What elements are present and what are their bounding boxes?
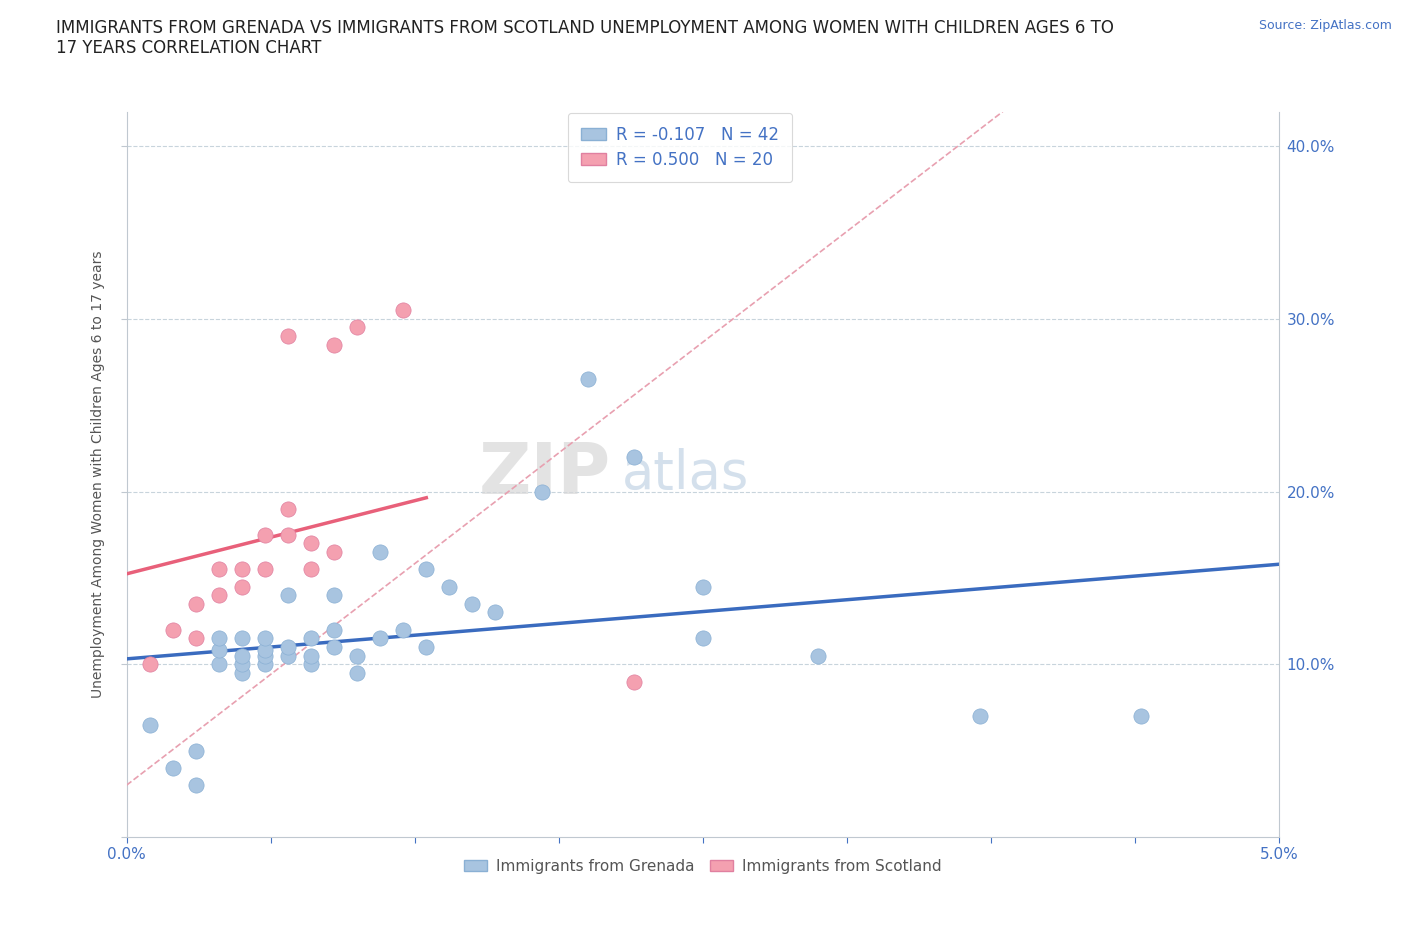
Point (208, 657, 231, 671)
Point (299, 562, 322, 577)
Point (461, 596, 484, 611)
Point (138, 657, 160, 671)
Point (346, 648, 368, 663)
Point (807, 648, 830, 663)
Point (323, 545, 346, 560)
Point (415, 640, 437, 655)
Point (692, 579, 714, 594)
Point (231, 648, 253, 663)
Point (484, 605, 506, 620)
Point (277, 648, 299, 663)
Point (253, 631, 276, 645)
Point (277, 640, 299, 655)
Point (208, 631, 231, 645)
Text: Source: ZipAtlas.com: Source: ZipAtlas.com (1258, 19, 1392, 32)
Point (1130, 709, 1153, 724)
Point (231, 579, 253, 594)
Point (231, 631, 253, 645)
Point (392, 622, 415, 637)
Point (208, 643, 231, 658)
Point (623, 674, 645, 689)
Point (184, 596, 207, 611)
Point (415, 562, 437, 577)
Point (184, 777, 207, 792)
Point (346, 320, 368, 335)
Point (208, 562, 231, 577)
Point (277, 588, 299, 603)
Point (576, 372, 599, 387)
Point (530, 485, 553, 499)
Point (299, 648, 322, 663)
Point (299, 657, 322, 671)
Point (368, 631, 391, 645)
Point (323, 622, 346, 637)
Point (969, 709, 991, 724)
Point (162, 622, 184, 637)
Text: IMMIGRANTS FROM GRENADA VS IMMIGRANTS FROM SCOTLAND UNEMPLOYMENT AMONG WOMEN WIT: IMMIGRANTS FROM GRENADA VS IMMIGRANTS FR… (56, 19, 1114, 58)
Point (392, 303, 415, 318)
Point (368, 545, 391, 560)
Point (439, 579, 461, 594)
Text: atlas: atlas (623, 448, 749, 500)
Point (184, 631, 207, 645)
Point (253, 648, 276, 663)
Point (138, 717, 160, 732)
Point (231, 657, 253, 671)
Point (277, 527, 299, 542)
Point (323, 588, 346, 603)
Legend: Immigrants from Grenada, Immigrants from Scotland: Immigrants from Grenada, Immigrants from… (458, 853, 948, 880)
Point (323, 640, 346, 655)
Point (277, 328, 299, 343)
Point (623, 449, 645, 464)
Point (277, 501, 299, 516)
Point (253, 657, 276, 671)
Point (299, 631, 322, 645)
Point (184, 743, 207, 758)
Point (231, 562, 253, 577)
Point (253, 562, 276, 577)
Point (253, 527, 276, 542)
Point (208, 588, 231, 603)
Point (346, 666, 368, 681)
Point (323, 338, 346, 352)
Y-axis label: Unemployment Among Women with Children Ages 6 to 17 years: Unemployment Among Women with Children A… (91, 250, 105, 698)
Point (231, 666, 253, 681)
Text: ZIP: ZIP (478, 440, 610, 509)
Point (162, 761, 184, 776)
Point (692, 631, 714, 645)
Point (299, 536, 322, 551)
Point (253, 643, 276, 658)
